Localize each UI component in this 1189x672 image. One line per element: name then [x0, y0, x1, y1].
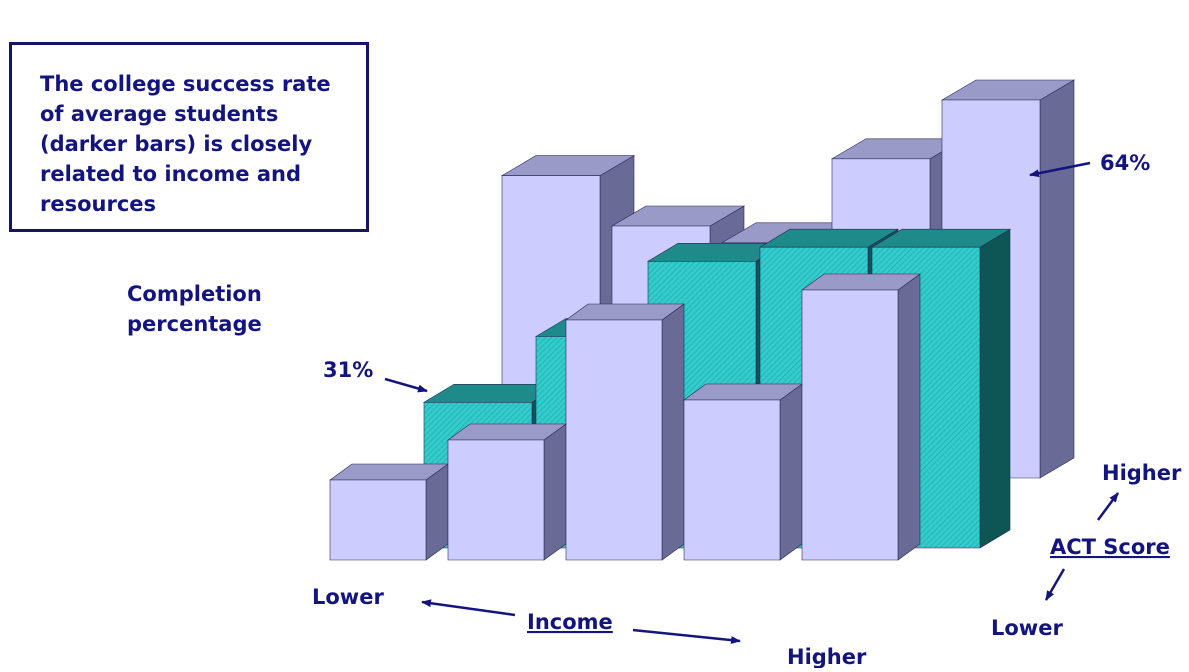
bar-side	[1039, 79, 1075, 479]
income-low-label: Lower	[312, 585, 384, 609]
annotation-31-arrow	[384, 377, 428, 393]
bar-front-4	[683, 383, 803, 561]
bar-front-5	[801, 273, 921, 561]
callout-text: The college success rate of average stud…	[40, 72, 331, 216]
callout-box: The college success rate of average stud…	[9, 42, 369, 232]
annotation-31-percent: 31%	[323, 358, 373, 382]
bars-group	[329, 79, 1076, 561]
bar-front-3	[565, 303, 685, 561]
act-low-label: Lower	[991, 616, 1063, 640]
ylabel-line-2: percentage	[127, 312, 262, 336]
income-arrow-right	[632, 628, 741, 645]
bar-side	[779, 383, 803, 561]
bar-side	[979, 228, 1011, 549]
income-axis-title: Income	[527, 610, 613, 634]
annotation-64-arrow	[1029, 161, 1091, 178]
bar-front	[565, 319, 663, 561]
income-arrow-left	[421, 599, 516, 617]
bar-front	[801, 289, 899, 561]
bar-front-2	[447, 423, 567, 561]
annotation-64-percent: 64%	[1100, 151, 1150, 175]
bar-front	[329, 479, 427, 561]
bar-front-1	[329, 463, 449, 561]
act-arrow-down	[1044, 568, 1066, 601]
bar-side	[897, 273, 921, 561]
income-high-label: Higher	[787, 645, 867, 668]
bar-side	[543, 423, 567, 561]
bar-front	[447, 439, 545, 561]
chart-labels: Completion percentage 31% 64% Lower Inco…	[127, 151, 1182, 669]
act-high-label: Higher	[1102, 461, 1182, 485]
act-axis-title: ACT Score	[1050, 535, 1170, 559]
bar-side	[661, 303, 685, 561]
act-arrow-up	[1096, 492, 1120, 521]
bar-side	[425, 463, 449, 561]
bar-front	[683, 399, 781, 561]
ylabel-line-1: Completion	[127, 282, 262, 306]
